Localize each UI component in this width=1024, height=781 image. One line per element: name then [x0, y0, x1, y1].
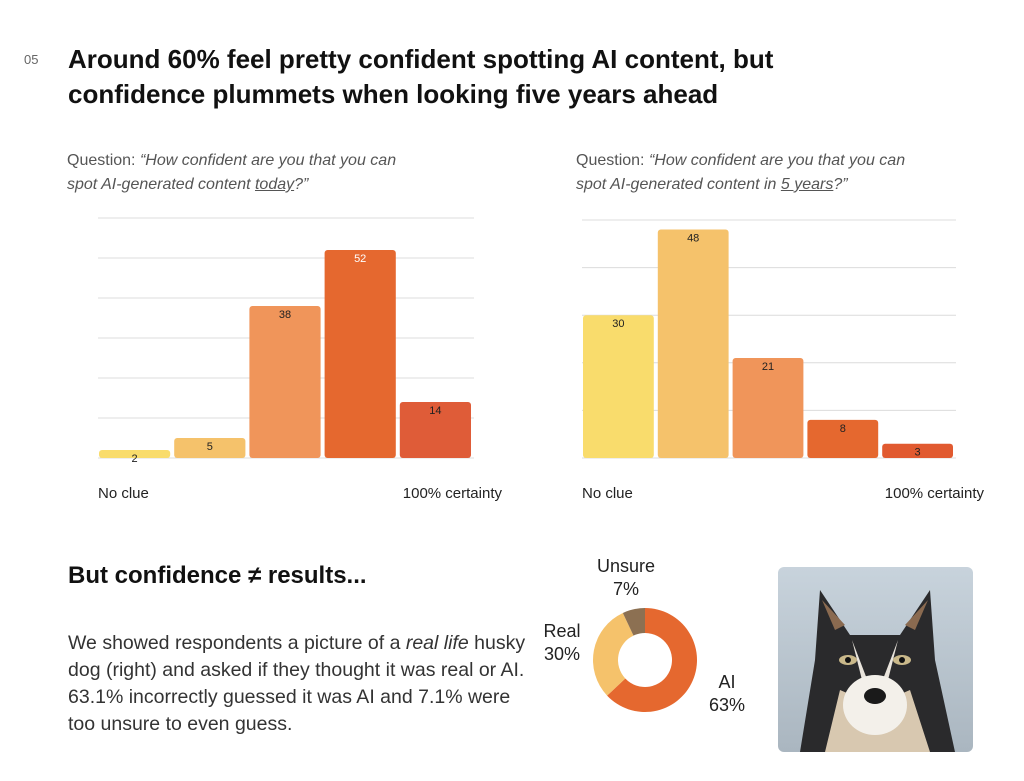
- data-label: 8: [840, 423, 846, 435]
- slice-name: Real: [543, 621, 580, 641]
- husky-photo: [778, 567, 973, 752]
- x-tick-label: 100% certainty: [403, 485, 503, 502]
- donut-slice: [593, 612, 634, 696]
- slice-name: AI: [718, 672, 735, 692]
- bar: [657, 229, 729, 458]
- paragraph-emphasis: real life: [405, 632, 469, 654]
- data-label: 38: [279, 309, 291, 321]
- slice-label: 30%: [544, 644, 580, 664]
- data-label: 3: [915, 447, 921, 459]
- bar: [324, 250, 396, 458]
- question-text: ?”: [294, 176, 309, 193]
- section-heading: But confidence ≠ results...: [68, 562, 367, 589]
- page-number: 05: [24, 52, 39, 67]
- question: Question: “How confident are you that yo…: [67, 149, 427, 197]
- bar: [399, 402, 471, 458]
- donut-slice: [607, 608, 697, 713]
- bar: [99, 450, 171, 458]
- x-tick-label: 100% certainty: [885, 485, 985, 502]
- question-label: Question:: [67, 152, 140, 169]
- question-text: ?”: [833, 176, 848, 193]
- slice-name: Unsure: [597, 556, 655, 576]
- section-paragraph: We showed respondents a picture of a rea…: [68, 630, 528, 738]
- bar: [732, 358, 804, 458]
- x-tick-label: No clue: [582, 485, 633, 502]
- bar: [882, 443, 953, 458]
- slice-label: 63%: [709, 695, 745, 715]
- data-label: 48: [687, 232, 699, 244]
- question-text: “How confident are you that you can spot…: [67, 152, 397, 193]
- question-label: Question:: [576, 152, 649, 169]
- paragraph-text: husky dog (right) and asked if they thou…: [68, 632, 526, 735]
- bar: [249, 306, 321, 458]
- question-text: “How confident are you that you can spot…: [576, 152, 906, 193]
- data-label: 14: [429, 405, 441, 417]
- question: Question: “How confident are you that yo…: [576, 149, 936, 197]
- slice-label: 7%: [613, 579, 639, 599]
- data-label: 5: [207, 441, 213, 453]
- paragraph-text: We showed respondents a picture of a: [68, 632, 406, 654]
- question-emphasis: 5 years: [780, 176, 834, 193]
- donut-slice: [622, 608, 645, 636]
- x-tick-label: No clue: [98, 485, 149, 502]
- data-label: 30: [612, 318, 624, 330]
- bar: [583, 315, 654, 458]
- bar: [807, 419, 879, 458]
- data-label: 2: [132, 453, 138, 465]
- data-label: 21: [762, 361, 774, 373]
- bar: [174, 438, 246, 458]
- slide-title: Around 60% feel pretty confident spottin…: [68, 44, 774, 109]
- question-emphasis: today: [254, 176, 295, 193]
- data-label: 52: [354, 253, 366, 265]
